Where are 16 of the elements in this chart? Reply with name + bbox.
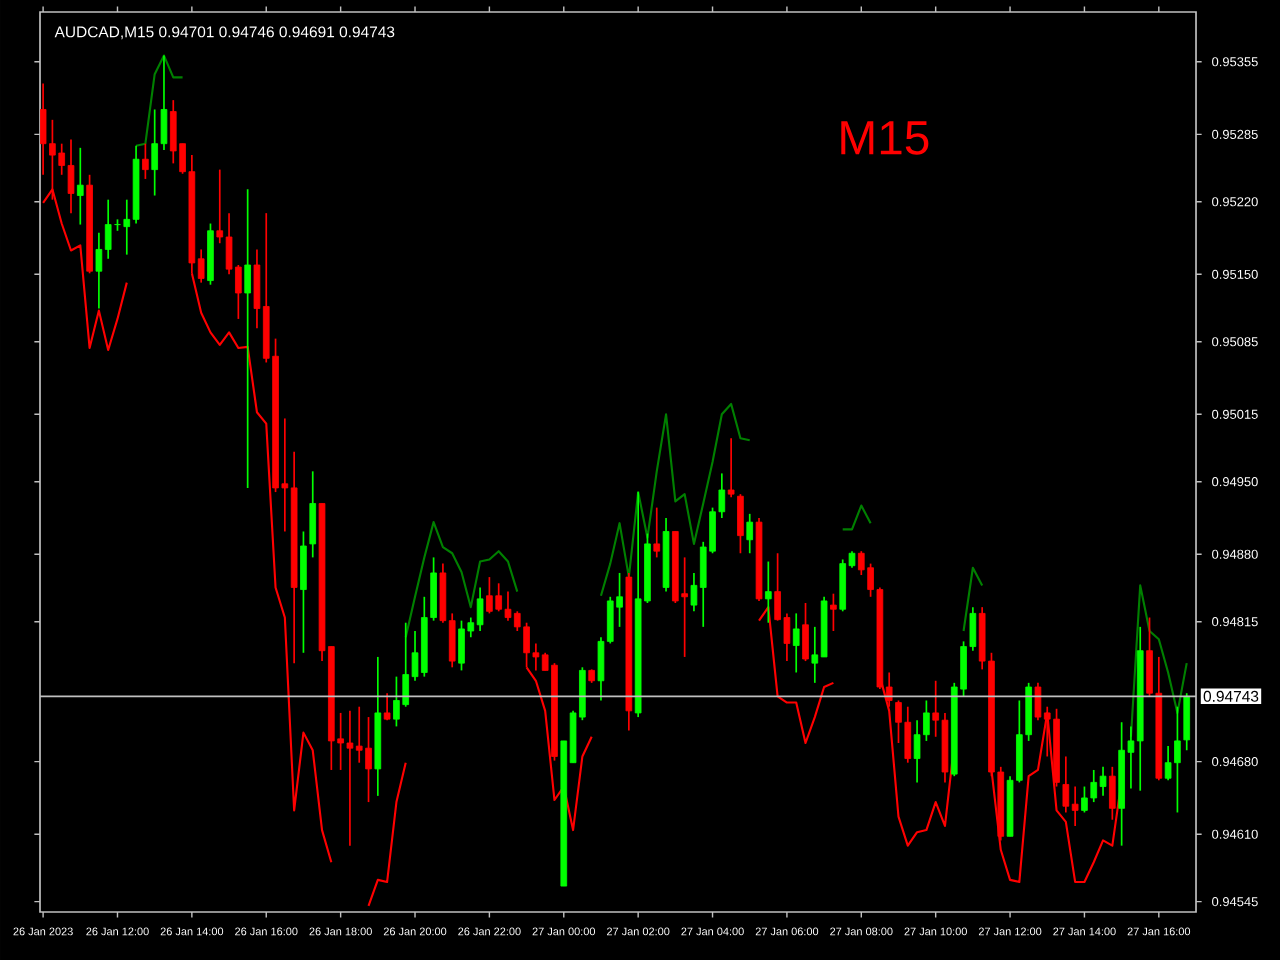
candlestick — [300, 530, 307, 654]
candlestick — [653, 506, 661, 559]
candlestick — [142, 142, 149, 180]
candlestick — [1109, 766, 1116, 821]
candlestick — [830, 592, 837, 632]
candlestick — [792, 612, 800, 674]
candlestick — [383, 692, 391, 722]
annotation: M15 — [841, 121, 929, 155]
candlestick — [244, 188, 251, 489]
candlestick — [76, 146, 84, 226]
candlestick — [737, 493, 744, 555]
candlestick — [802, 602, 809, 662]
candlestick — [309, 470, 317, 559]
candlestick — [746, 513, 754, 555]
candlestick — [765, 560, 772, 624]
candlestick — [727, 437, 735, 499]
